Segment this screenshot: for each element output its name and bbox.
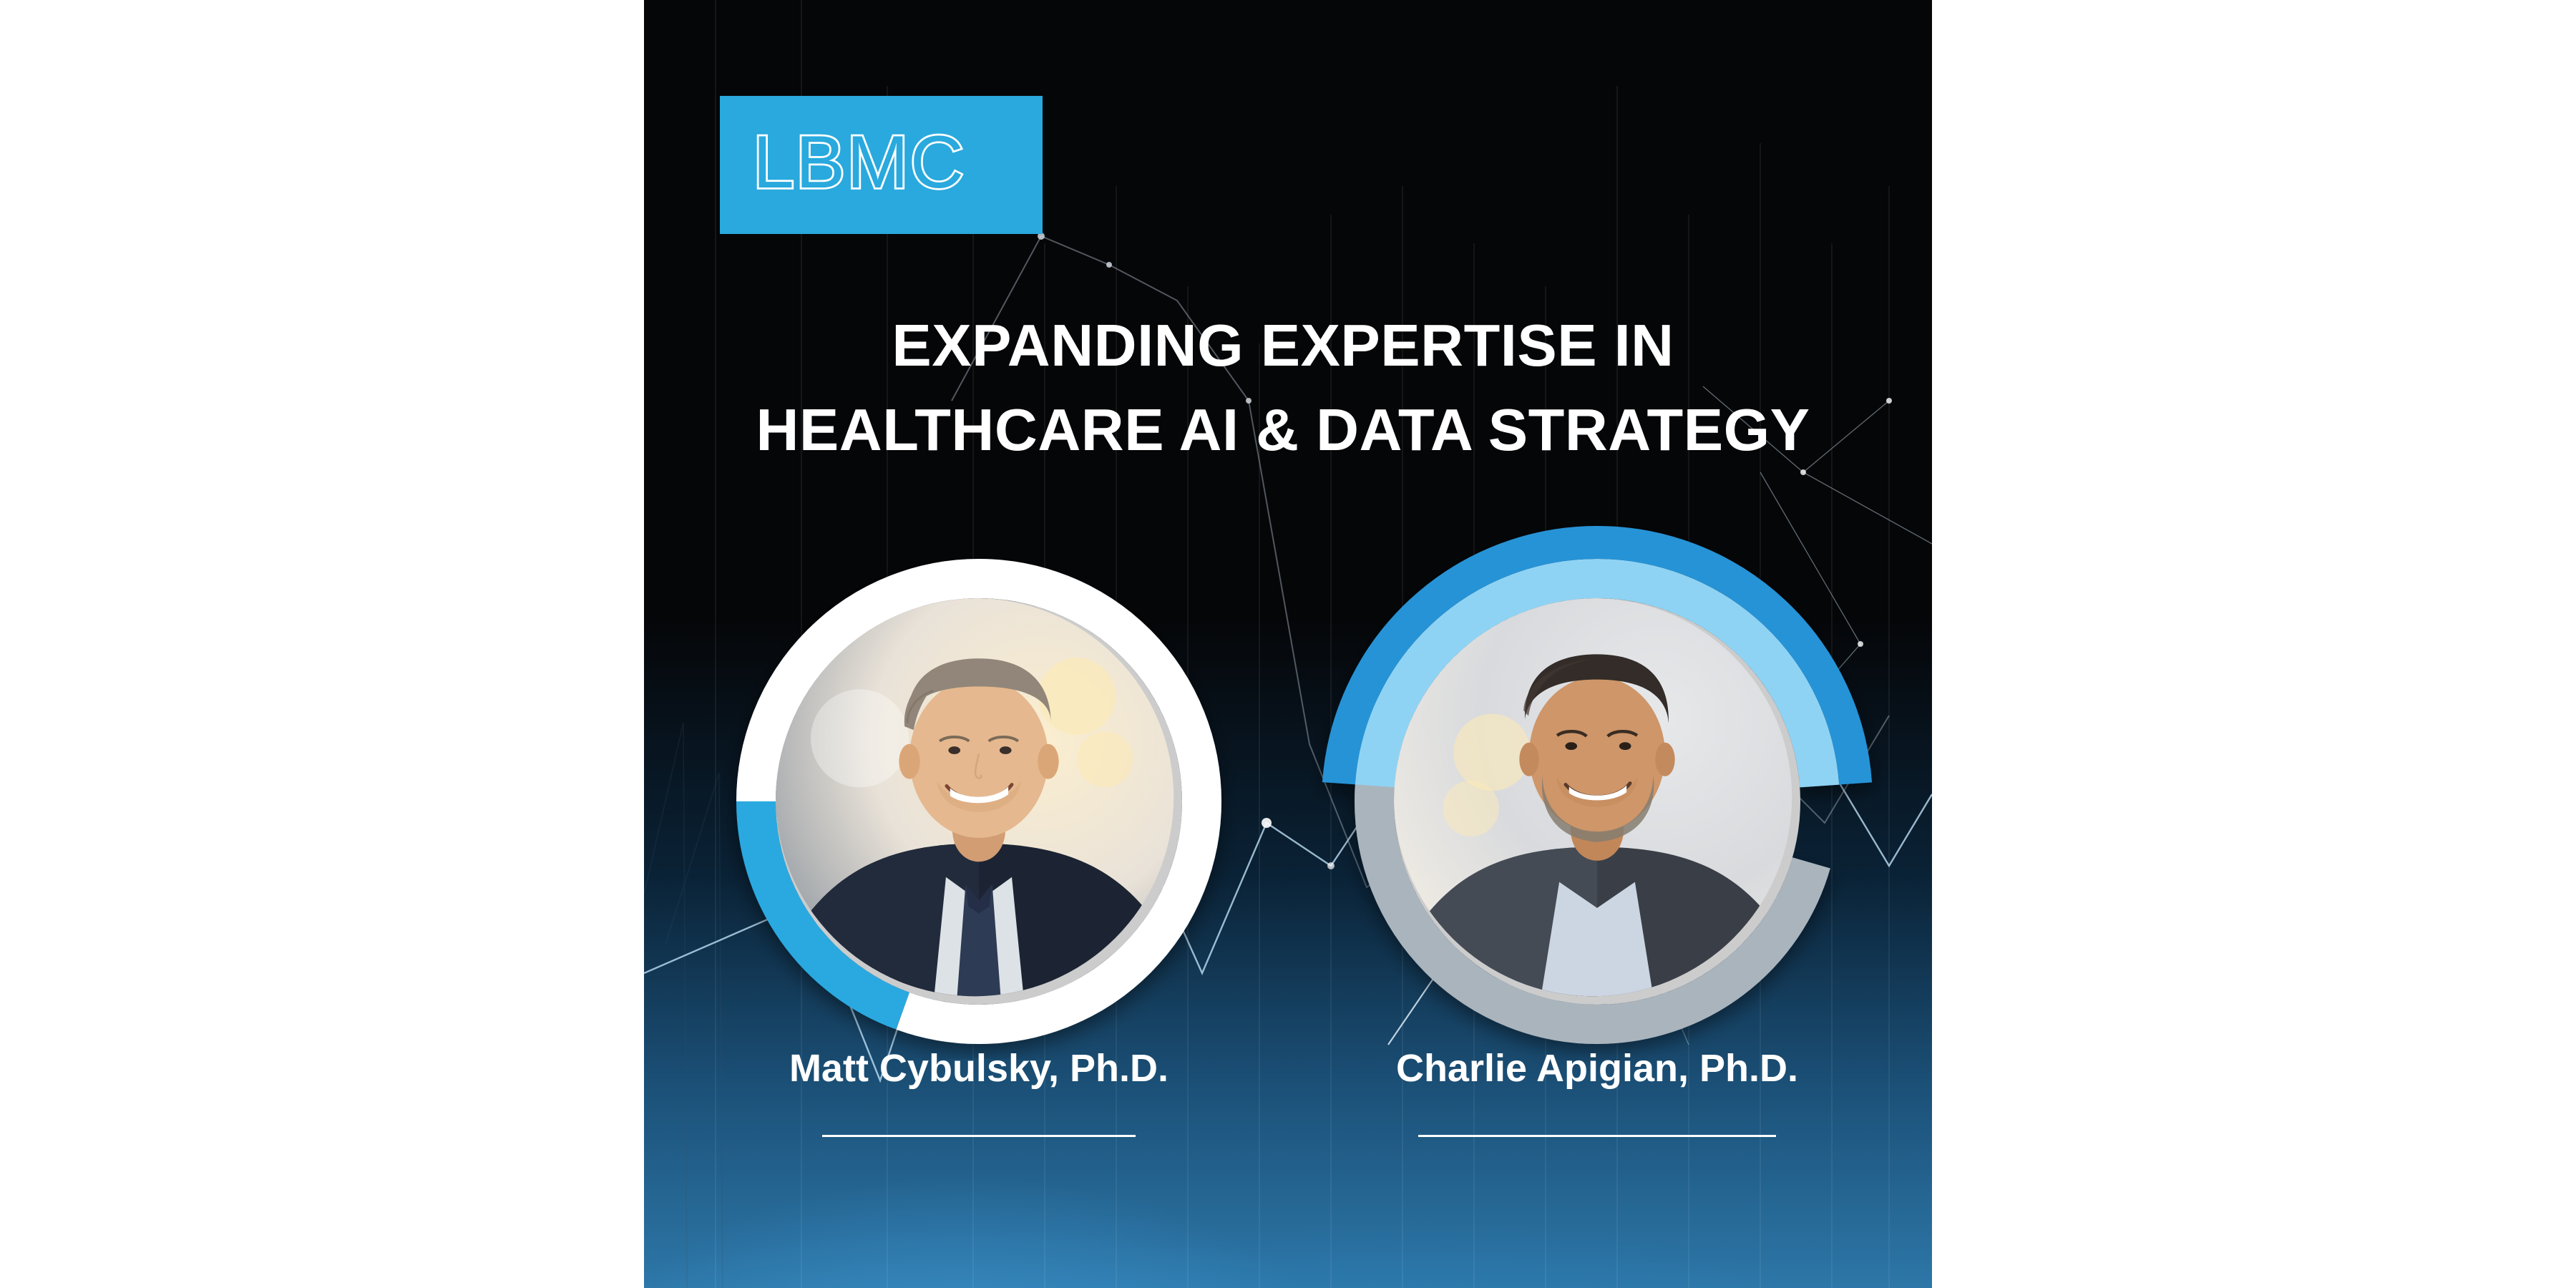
svg-text:LBMC: LBMC bbox=[753, 126, 965, 204]
